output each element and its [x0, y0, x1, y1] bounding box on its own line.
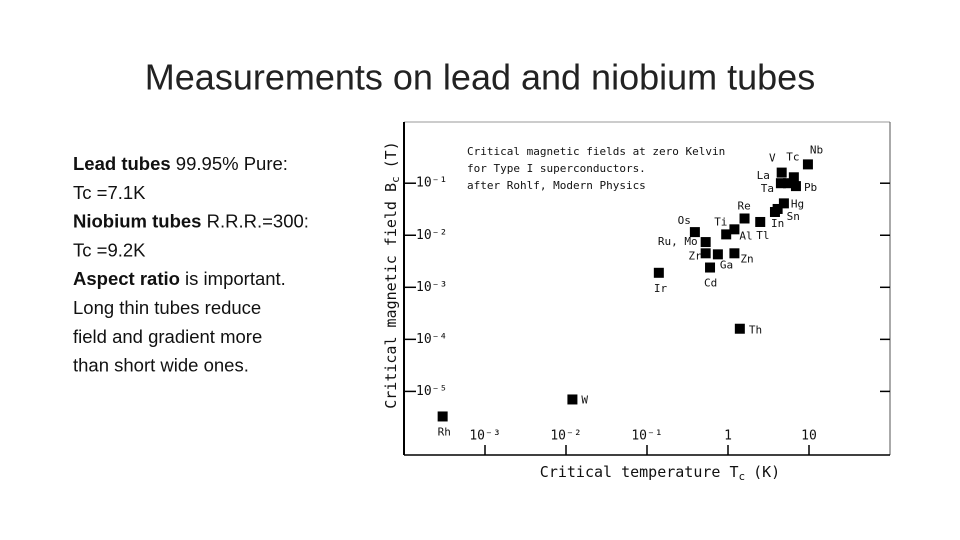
data-point: [790, 181, 801, 192]
point-label: Ti: [714, 215, 727, 228]
y-axis-title-text: Critical magnetic field B: [382, 183, 400, 409]
body-line: Long thin tubes reduce: [73, 297, 261, 318]
body-segment: is important.: [180, 268, 286, 289]
body-line: Niobium tubes R.R.R.=300:: [73, 211, 309, 232]
data-point: [755, 216, 766, 227]
point-label: Os: [678, 214, 691, 227]
data-point: [782, 178, 793, 189]
slide-title: Measurements on lead and niobium tubes: [145, 57, 815, 98]
x-tick-label: 10⁻²: [550, 429, 581, 444]
data-point: [721, 229, 732, 240]
y-axis-title-sub: c: [389, 176, 402, 183]
body-segment: R.R.R.=300:: [201, 211, 308, 232]
data-point: [567, 394, 578, 405]
data-point: [700, 237, 711, 248]
x-tick-label: 10: [801, 429, 817, 444]
x-tick-label: 10⁻³: [469, 429, 500, 444]
data-point: [776, 167, 787, 178]
point-label: Ir: [654, 282, 668, 295]
chart-annotation: after Rohlf, Modern Physics: [467, 179, 646, 192]
point-label: Ru, Mo: [658, 235, 698, 248]
point-label: Tc: [786, 150, 799, 163]
point-label: Ga: [720, 258, 733, 271]
point-label: La: [757, 169, 770, 182]
point-label: Sn: [787, 210, 800, 223]
point-label: Zr: [688, 249, 702, 262]
point-label: Nb: [810, 143, 823, 156]
x-axis-title-text: Critical temperature T: [540, 463, 739, 481]
data-point: [689, 227, 700, 238]
y-axis-title-unit: (T): [382, 141, 400, 168]
body-segment: 99.95% Pure:: [171, 153, 288, 174]
body-line: field and gradient more: [73, 326, 262, 347]
body-segment: Niobium tubes: [73, 211, 201, 232]
point-label: Rh: [438, 425, 451, 438]
data-point: [788, 172, 799, 183]
body-line: Tc =7.1K: [73, 182, 146, 203]
body-segment: Aspect ratio: [73, 268, 180, 289]
point-label: Re: [738, 199, 751, 212]
y-tick-label: 10⁻²: [416, 228, 447, 243]
point-label: Th: [749, 324, 762, 337]
body-segment: than short wide ones.: [73, 355, 249, 376]
point-label: W: [581, 393, 588, 406]
data-point: [739, 213, 750, 224]
x-tick-label: 10⁻¹: [631, 429, 662, 444]
data-point: [772, 203, 783, 214]
body-segment: Lead tubes: [73, 153, 171, 174]
chart: 10⁻¹ 10⁻² 10⁻³ 10⁻⁴ 10⁻⁵ 10⁻³ 10⁻² 10⁻¹ 1 10 Criti…: [382, 121, 891, 484]
x-axis-title-sub: c: [738, 470, 745, 483]
body-segment: field and gradient more: [73, 326, 262, 347]
data-point: [712, 249, 723, 260]
point-label: Ta: [761, 182, 774, 195]
data-point: [778, 198, 789, 209]
y-tick-label: 10⁻³: [416, 280, 447, 295]
data-point: [802, 159, 813, 170]
y-tick-label: 10⁻⁴: [416, 332, 447, 347]
data-point: [729, 248, 740, 259]
x-axis-title-unit: (K): [753, 463, 780, 481]
chart-annotation: for Type I superconductors.: [467, 162, 646, 175]
point-label: Cd: [704, 277, 717, 290]
point-label: Tl: [756, 229, 769, 242]
body-line: Tc =9.2K: [73, 239, 146, 260]
slide-body: Lead tubes 99.95% Pure: Tc =7.1K Niobium t…: [73, 153, 309, 376]
data-point: [729, 224, 740, 235]
point-label: Pb: [804, 181, 817, 194]
data-point: [734, 323, 745, 334]
body-line: Aspect ratio is important.: [73, 268, 286, 289]
y-tick-label: 10⁻⁵: [416, 384, 447, 399]
y-axis-title: Critical magnetic field Bc (T): [382, 141, 403, 409]
body-line: Lead tubes 99.95% Pure:: [73, 153, 288, 174]
point-label: Zn: [740, 252, 753, 265]
point-label: Al: [739, 229, 752, 242]
point-label: V: [769, 152, 776, 165]
data-point: [653, 267, 664, 278]
data-point: [700, 248, 711, 259]
point-label: In: [771, 217, 784, 230]
body-segment: Tc =7.1K: [73, 182, 146, 203]
chart-annotation: Critical magnetic fields at zero Kelvin: [467, 145, 725, 158]
x-axis-title: Critical temperature Tc (K): [540, 463, 780, 484]
y-tick-label: 10⁻¹: [416, 176, 447, 191]
body-segment: Tc =9.2K: [73, 239, 146, 260]
data-point: [775, 178, 786, 189]
body-line: than short wide ones.: [73, 355, 249, 376]
data-point: [705, 262, 716, 273]
point-label: Hg: [791, 197, 804, 210]
data-point: [437, 411, 448, 422]
body-segment: Long thin tubes reduce: [73, 297, 261, 318]
x-tick-label: 1: [724, 429, 732, 444]
